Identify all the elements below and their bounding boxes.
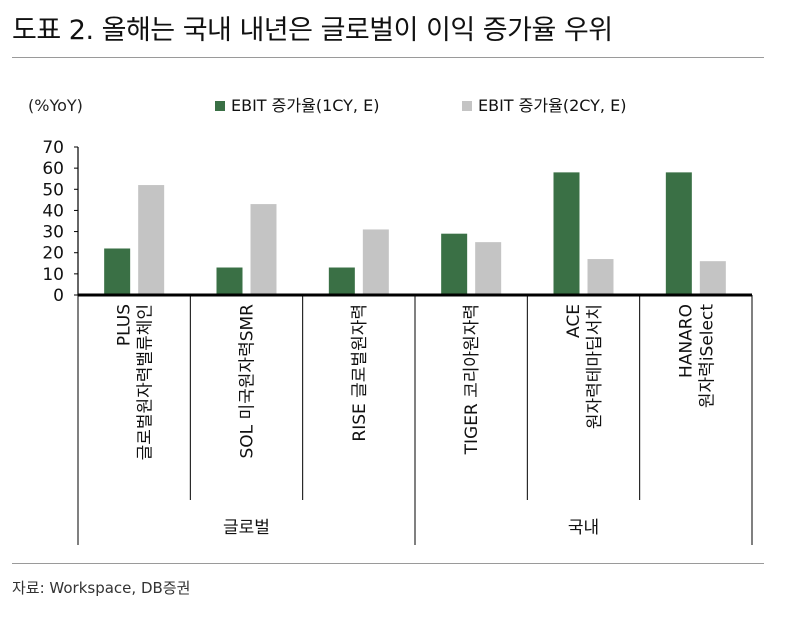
footer-divider	[12, 563, 764, 564]
bar-1cy-1	[216, 267, 243, 295]
x-axis: PLUS 글로벌원자력밸류체인 SOL 미국원자력SMR RISE 글로벌원자력 TIG…	[77, 293, 753, 545]
category-label: HANARO	[676, 304, 696, 378]
bars	[104, 172, 726, 295]
group-label: 글로벌	[223, 518, 270, 538]
bar-2cy-1	[250, 204, 277, 295]
category-label: 글로벌원자력밸류체인	[136, 304, 156, 460]
bar-1cy-5	[665, 172, 692, 295]
group-label: 국내	[568, 518, 599, 538]
y-tick-label: 20	[42, 244, 64, 264]
category-label: 원자력iSelect	[697, 304, 717, 408]
legend-label: EBIT 증가율(1CY, E)	[231, 96, 379, 115]
bar-2cy-3	[475, 242, 502, 295]
bar-1cy-4	[553, 172, 580, 295]
bar-2cy-0	[138, 185, 165, 295]
category-label: 원자력테마딥서치	[585, 304, 605, 429]
y-tick-label: 50	[42, 180, 64, 200]
legend-swatch	[215, 101, 225, 111]
y-tick-label: 0	[53, 286, 64, 306]
y-tick-label: 70	[42, 138, 64, 158]
y-tick-label: 60	[42, 159, 64, 179]
bar-2cy-2	[362, 229, 389, 295]
category-label: SOL 미국원자력SMR	[238, 304, 258, 459]
legend-swatch	[462, 101, 472, 111]
category-label: ACE	[564, 304, 584, 338]
y-tick-label: 40	[42, 201, 64, 221]
bar-2cy-4	[587, 259, 614, 295]
y-tick-label: 30	[42, 223, 64, 243]
y-unit-label: (%YoY)	[28, 96, 83, 115]
y-tick-label: 10	[42, 265, 64, 285]
chart-legend: EBIT 증가율(1CY, E) EBIT 증가율(2CY, E)	[215, 96, 626, 115]
bar-1cy-0	[104, 248, 131, 295]
title-divider	[12, 57, 764, 58]
bar-2cy-5	[699, 261, 726, 295]
figure-title: 도표 2. 올해는 국내 내년은 글로벌이 이익 증가율 우위	[12, 15, 613, 46]
category-label: PLUS	[115, 304, 135, 346]
bar-1cy-2	[328, 267, 355, 295]
legend-label: EBIT 증가율(2CY, E)	[478, 96, 626, 115]
source-note: 자료: Workspace, DB증권	[12, 579, 191, 597]
category-label: TIGER 코리아원자력	[462, 304, 482, 455]
bar-chart: EBIT 증가율(1CY, E) EBIT 증가율(2CY, E) (%YoY) 0…	[28, 96, 753, 545]
bar-1cy-3	[441, 233, 468, 295]
category-label: RISE 글로벌원자력	[350, 304, 370, 442]
